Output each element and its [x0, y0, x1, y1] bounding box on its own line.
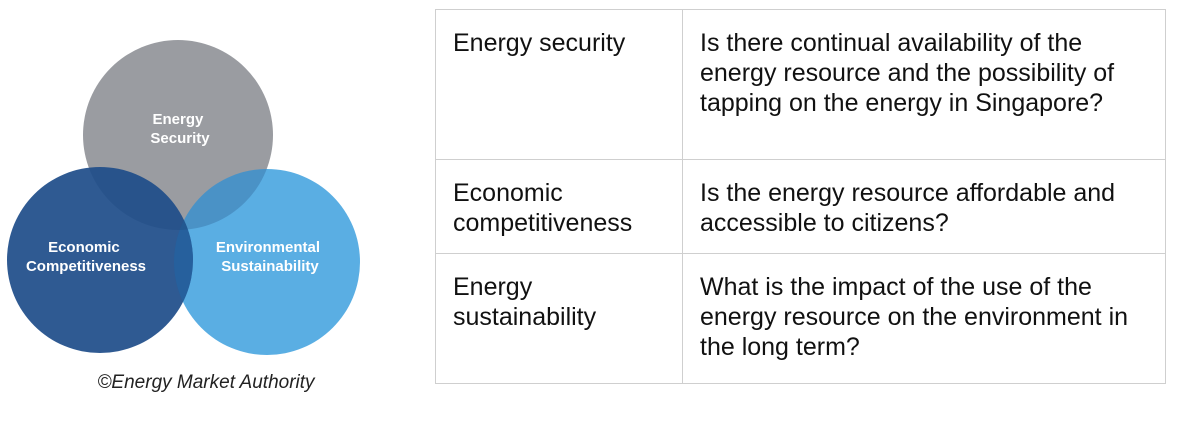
label-economic-competitiveness: Economic Competitiveness	[26, 239, 146, 275]
venn-overlap-security	[174, 169, 273, 230]
table-row: Energy security Is there continual avail…	[435, 9, 1166, 160]
image-credit-caption: ©Energy Market Authority	[97, 372, 315, 393]
venn-circle-economic-competitiveness	[7, 167, 193, 353]
criterion-cell: Energy security	[435, 9, 683, 160]
table-row: Energy sustainability What is the impact…	[435, 253, 1166, 384]
label-energy-security: Energy Security	[150, 111, 210, 147]
venn-diagram: Energy Security Economic Competitiveness…	[7, 40, 360, 355]
question-cell: Is the energy resource affordable and ac…	[682, 159, 1166, 254]
venn-circle-environmental-sustainability	[174, 169, 360, 355]
criterion-cell: Energy sustainability	[435, 253, 683, 384]
label-environmental-sustainability: Environmental Sustainability	[216, 239, 324, 275]
table-row: Economic competitiveness Is the energy r…	[435, 159, 1166, 254]
question-cell: What is the impact of the use of the ene…	[682, 253, 1166, 384]
energy-criteria-table: Energy security Is there continual avail…	[435, 9, 1166, 384]
criterion-cell: Economic competitiveness	[435, 159, 683, 254]
question-cell: Is there continual availability of the e…	[682, 9, 1166, 160]
